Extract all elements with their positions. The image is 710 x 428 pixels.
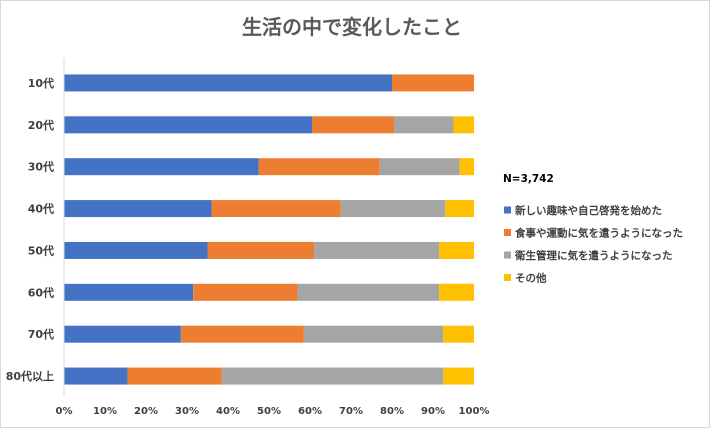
bar-segment-8-series-1 [64,367,128,385]
bar-segment-4-series-1 [64,200,212,218]
category-label: 70代 [28,327,54,341]
legend-swatch [504,229,511,236]
x-tick-label: 60% [298,406,322,417]
bar-segment-3-series-3 [379,158,460,176]
chart-title: 生活の中で変化したこと [242,15,462,39]
legend-swatch [504,251,511,259]
bar-segment-7-series-3 [303,325,444,343]
bar-segment-6-series-3 [297,283,440,301]
bar-segment-6-series-1 [64,283,194,301]
x-axis-ticks: 0% 10% 20% 30% 40% 50% 60% 70% 80% 90% 100% [56,406,490,417]
category-label: 30代 [28,160,54,174]
bar-segment-4-series-2 [211,200,341,218]
legend-label: 食事や運動に気を遣うようになった [514,227,683,240]
bar-segment-3-series-2 [258,158,380,176]
x-tick-label: 40% [216,406,240,417]
bar-segment-5-series-2 [207,241,315,259]
bar-segment-8-series-4 [443,367,474,385]
bar-segment-4-series-3 [340,200,446,218]
x-tick-label: 10% [93,406,117,417]
x-tick-label: 100% [459,406,490,417]
sample-size-note: N=3,742 [503,173,554,185]
category-labels: 10代 20代 30代 40代 50代 60代 70代 80代以上 [6,76,54,383]
bar-segment-3-series-4 [459,158,474,176]
legend-label: 衛生管理に気を遣うようになった [514,249,673,262]
bar-segment-7-series-2 [180,325,304,343]
bars-group [63,58,474,397]
category-label: 60代 [28,285,54,299]
legend: 新しい趣味や自己啓発を始めた食事や運動に気を遣うようになった衛生管理に気を遣うよ… [504,204,683,285]
bar-segment-2-series-2 [312,116,395,134]
bar-segment-8-series-3 [221,367,444,385]
category-label: 50代 [28,243,54,257]
bar-segment-6-series-4 [439,283,474,301]
bar-segment-1-series-1 [64,74,392,92]
bar-segment-5-series-4 [439,241,474,259]
x-tick-label: 70% [339,406,363,417]
category-label: 40代 [28,202,54,216]
bar-segment-4-series-4 [445,200,474,218]
bar-segment-2-series-3 [394,116,454,134]
bar-segment-2-series-4 [453,116,474,134]
category-label: 10代 [28,76,54,90]
legend-swatch [504,274,511,281]
x-tick-label: 30% [175,406,199,417]
bar-segment-5-series-1 [64,241,208,259]
x-tick-label: 50% [257,406,281,417]
legend-swatch [504,206,511,214]
legend-label: その他 [515,272,547,285]
category-label: 80代以上 [6,369,54,383]
bar-segment-2-series-1 [64,116,313,134]
legend-label: 新しい趣味や自己啓発を始めた [515,204,662,217]
x-tick-label: 80% [380,406,404,417]
bar-segment-3-series-1 [64,158,259,176]
x-tick-label: 0% [56,406,73,417]
bar-segment-5-series-3 [314,241,440,259]
x-tick-label: 90% [421,406,445,417]
x-tick-label: 20% [134,406,158,417]
bar-segment-7-series-1 [64,325,181,343]
bar-segment-6-series-2 [193,283,298,301]
bar-segment-8-series-2 [127,367,222,385]
bar-segment-1-series-2 [392,74,474,92]
bar-segment-7-series-4 [443,325,474,343]
category-label: 20代 [28,118,54,132]
